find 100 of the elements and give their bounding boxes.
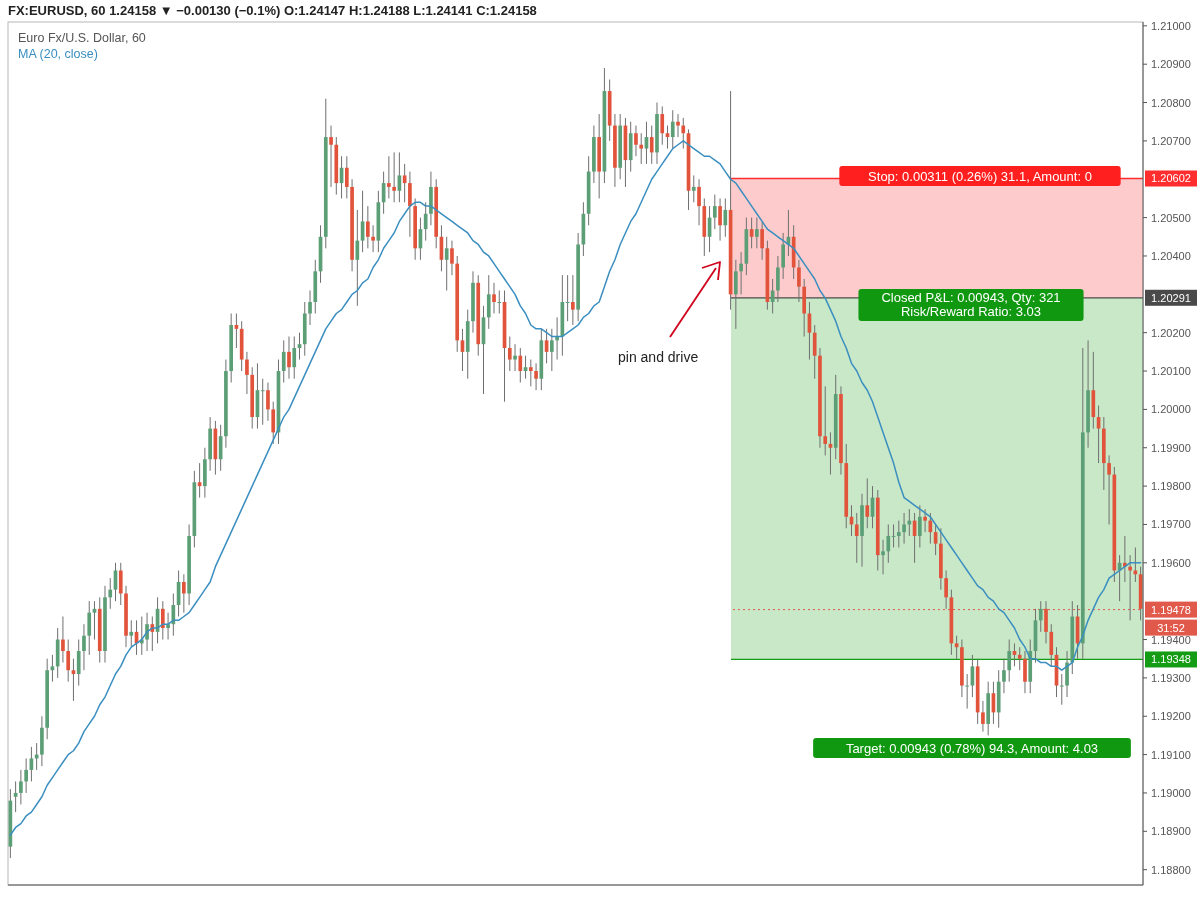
candlestick (292, 336, 297, 380)
candlestick (82, 623, 86, 671)
candlestick (923, 508, 927, 533)
candlestick (528, 359, 533, 387)
candlestick (534, 362, 538, 391)
candlestick (965, 673, 969, 710)
candlestick (260, 378, 265, 426)
candlestick (1059, 673, 1064, 706)
candlestick (371, 224, 375, 253)
candlestick (854, 512, 859, 564)
candlestick (344, 155, 349, 199)
candlestick (797, 259, 801, 303)
ref-line-label: 1.19348 (1151, 653, 1191, 666)
y-tick-label: 1.19800 (1151, 480, 1191, 493)
y-tick-label: 1.20800 (1151, 96, 1191, 109)
candlestick (145, 612, 149, 652)
candlestick (723, 197, 728, 238)
ref-line-label: 1.19478 (1151, 603, 1191, 616)
candlestick (781, 232, 785, 280)
candlestick (1038, 600, 1043, 633)
candlestick (734, 259, 738, 330)
candlestick (1002, 658, 1006, 694)
candlestick (266, 382, 270, 422)
y-tick-label: 1.21000 (1151, 19, 1191, 32)
candlestick (649, 125, 654, 165)
candlestick (681, 117, 686, 150)
candlestick (571, 274, 575, 326)
candlestick (118, 562, 123, 606)
candlestick (366, 205, 370, 249)
y-tick-label: 1.20100 (1151, 365, 1191, 378)
candlestick (450, 240, 454, 276)
ref-line-label: 1.20602 (1151, 172, 1191, 185)
candlestick (108, 577, 113, 610)
candlestick (245, 351, 249, 395)
candlestick (1017, 646, 1022, 671)
candlestick (513, 343, 517, 372)
ref-line-label: 1.20291 (1151, 291, 1191, 304)
annotation: Target: 0.00943 (0.78%) 94.3, Amount: 4.03 (845, 740, 1099, 756)
candlestick (981, 700, 985, 733)
candlestick (387, 155, 391, 199)
candlestick (550, 328, 554, 372)
annotation: Closed P&L: 0.00943, Qty: 321 (881, 290, 1061, 305)
text: 31:52 (1157, 621, 1185, 634)
chart-title: FX:EURUSD, 60 1.24158 ▼ −0.00130 (−0.1%) O:1.24147 H:1.24188 L:1.24141 C:1.24158 (8, 3, 537, 18)
candlestick (776, 255, 780, 303)
y-tick-label: 1.20000 (1151, 403, 1191, 416)
y-tick-label: 1.18800 (1151, 863, 1191, 876)
y-tick-label: 1.20900 (1151, 58, 1191, 71)
candlestick (444, 236, 449, 291)
candlestick (166, 612, 170, 641)
candlestick (1107, 454, 1111, 525)
candlestick (865, 477, 870, 529)
y-tick-label: 1.19600 (1151, 556, 1191, 569)
candlestick (760, 220, 764, 261)
candlestick (1049, 623, 1054, 667)
candlestick (281, 339, 286, 384)
candlestick (902, 512, 906, 545)
y-tick-label: 1.19400 (1151, 633, 1191, 646)
candlestick (1044, 600, 1048, 644)
candlestick (182, 573, 186, 614)
candlestick (24, 757, 28, 794)
candlestick (718, 197, 722, 242)
candlestick (408, 171, 412, 238)
annotation: Risk/Reward Ratio: 3.03 (900, 304, 1042, 319)
candlestick (697, 178, 701, 226)
y-tick-label: 1.18900 (1151, 825, 1191, 838)
candlestick (507, 336, 512, 372)
candlestick (812, 324, 817, 380)
text: MA (20, close) (18, 47, 98, 61)
candlestick (691, 174, 696, 203)
candlestick (823, 385, 828, 456)
candlestick (355, 209, 360, 307)
candlestick (755, 217, 759, 249)
candlestick (66, 639, 71, 683)
candlestick (1023, 650, 1027, 694)
candlestick (676, 113, 680, 138)
y-tick-label: 1.19300 (1151, 671, 1191, 684)
text: Euro Fx/U.S. Dollar, 60 (18, 31, 146, 45)
y-tick-label: 1.20500 (1151, 211, 1191, 224)
y-tick-label: 1.19900 (1151, 441, 1191, 454)
candlestick (160, 600, 165, 641)
candlestick (886, 523, 891, 564)
profit-tag: Target: 0.00943 (0.78%) 94.3, Amount: 4.03 (813, 738, 1131, 758)
y-tick-label: 1.20400 (1151, 249, 1191, 262)
candlestick (639, 132, 644, 165)
candlestick (944, 569, 948, 610)
candlestick (739, 251, 743, 295)
candlestick (329, 125, 333, 188)
y-tick-label: 1.19100 (1151, 748, 1191, 761)
y-tick-label: 1.19200 (1151, 710, 1191, 723)
candlestick (129, 619, 134, 648)
candlestick (19, 769, 23, 805)
candlestick (87, 600, 92, 656)
candlestick (1065, 650, 1069, 698)
candlestick (486, 274, 491, 330)
result-tag: Closed P&L: 0.00943, Qty: 321 Risk/Reward Ratio: 3.03 (858, 289, 1084, 321)
candlestick (392, 151, 396, 203)
y-tick-label: 1.19700 (1151, 518, 1191, 531)
candlestick (76, 639, 81, 687)
candlestick (896, 520, 901, 548)
